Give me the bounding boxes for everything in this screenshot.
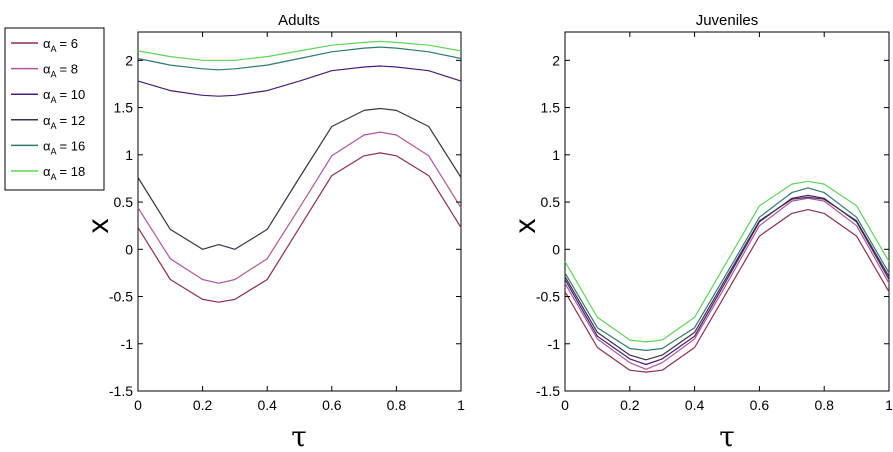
adults-series-18-line	[137, 40, 462, 61]
legend-subscript: A	[51, 146, 57, 156]
legend-value: = 18	[60, 164, 86, 179]
adults-ytick-label: 0	[125, 241, 133, 257]
adults-series-10-line	[137, 65, 462, 97]
juveniles-ytick-label: 2	[552, 52, 560, 68]
adults-ytick-label: 2	[125, 52, 133, 68]
adults-x-axis-label: τ	[291, 420, 307, 452]
adults-ytick-label: 1	[125, 147, 133, 163]
adults-series-16-line	[137, 46, 462, 71]
juveniles-y-axis-label: x	[509, 219, 542, 234]
juveniles-series-16-line	[564, 187, 890, 351]
legend-entry-2: αA = 10	[43, 87, 85, 105]
juveniles-xtick-label: 0.6	[750, 397, 770, 413]
legend-value: = 16	[60, 138, 86, 153]
adults-xtick-label: 0.2	[193, 397, 213, 413]
juveniles-series-18-line	[564, 180, 890, 343]
adults-xtick-label: 0.6	[322, 397, 342, 413]
juveniles-xtick-label: 0	[561, 397, 569, 413]
legend-entry-0: αA = 6	[43, 36, 78, 54]
juveniles-xtick-label: 0.2	[620, 397, 640, 413]
adults-ytick-label: -0.5	[109, 289, 133, 305]
legend-subscript: A	[51, 95, 57, 105]
juveniles-ytick-label: 0.5	[541, 194, 561, 210]
legend-entry-5: αA = 18	[43, 164, 85, 182]
juveniles-title: Juveniles	[696, 12, 759, 29]
adults-panel: 0 0.2 0.4 0.6 0.8 1 -1.5 -1 -0.5 0 0.5 1 1.5 2 Adults τ…	[82, 12, 465, 452]
legend-subscript: A	[51, 172, 57, 182]
adults-ytick-label: -1.5	[109, 383, 133, 399]
legend-alpha-symbol: α	[43, 138, 51, 153]
legend-value: = 8	[60, 62, 78, 77]
juveniles-xtick-label: 0.8	[814, 397, 834, 413]
juveniles-ytick-label: -1.5	[536, 383, 560, 399]
juveniles-ytick-label: -0.5	[536, 289, 560, 305]
adults-title: Adults	[278, 12, 320, 29]
legend-alpha-symbol: α	[43, 164, 51, 179]
adults-y-axis-label: x	[82, 219, 115, 234]
legend-alpha-symbol: α	[43, 87, 51, 102]
legend-subscript: A	[51, 121, 57, 131]
juveniles-plot-frame	[564, 31, 890, 392]
adults-xtick-label: 1	[457, 397, 465, 413]
legend-entry-3: αA = 12	[43, 113, 85, 131]
juveniles-ytick-label: -1	[548, 336, 561, 352]
legend-entry-1: αA = 8	[43, 62, 78, 80]
legend-subscript: A	[51, 44, 57, 54]
adults-plot-frame	[137, 31, 462, 392]
legend-value: = 12	[60, 113, 86, 128]
legend-alpha-symbol: α	[43, 62, 51, 77]
adults-xtick-label: 0	[134, 397, 142, 413]
juveniles-xtick-label: 0.4	[685, 397, 705, 413]
legend-entry-4: αA = 16	[43, 138, 85, 156]
adults-ytick-label: 1.5	[114, 100, 134, 116]
adults-xtick-label: 0.8	[387, 397, 407, 413]
juveniles-series-10-line	[564, 194, 890, 366]
juveniles-series-8-line	[564, 197, 890, 370]
adults-xtick-label: 0.4	[257, 397, 277, 413]
juveniles-xtick-label: 1	[885, 397, 893, 413]
juveniles-series-6-line	[564, 209, 890, 373]
legend-alpha-symbol: α	[43, 113, 51, 128]
legend-value: = 10	[60, 87, 86, 102]
legend-subscript: A	[51, 70, 57, 80]
juveniles-ytick-label: 0	[552, 241, 560, 257]
legend-value: = 6	[60, 36, 78, 51]
adults-series-12-line	[137, 107, 462, 250]
adults-ytick-label: 0.5	[114, 194, 134, 210]
juveniles-panel: 0 0.2 0.4 0.6 0.8 1 -1.5 -1 -0.5 0 0.5 1 1.5 2 Juvenil…	[509, 12, 893, 452]
adults-series-8-line	[137, 131, 462, 284]
juveniles-ytick-label: 1.5	[541, 100, 561, 116]
juveniles-series-12-line	[564, 196, 890, 361]
juveniles-ytick-label: 1	[552, 147, 560, 163]
adults-series-6-line	[137, 152, 462, 303]
adults-ytick-label: -1	[121, 336, 134, 352]
legend-alpha-symbol: α	[43, 36, 51, 51]
juveniles-x-axis-label: τ	[719, 420, 735, 452]
legend-box	[4, 27, 105, 191]
